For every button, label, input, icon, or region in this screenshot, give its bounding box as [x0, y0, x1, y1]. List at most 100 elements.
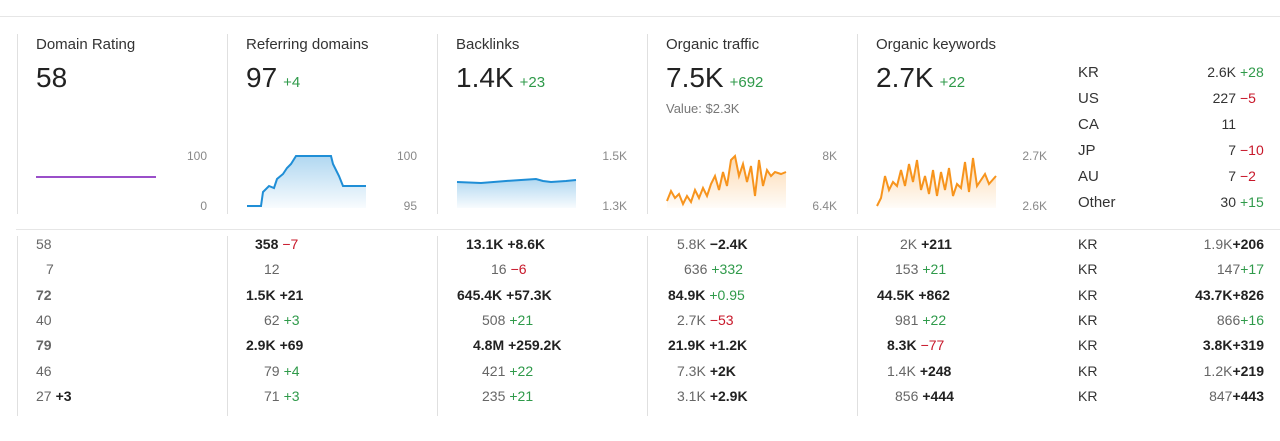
country-code: JP	[1078, 142, 1096, 159]
card-delta: +692	[729, 74, 764, 91]
table-cell: 43.7K+826	[1195, 287, 1264, 303]
ot-line	[666, 153, 787, 207]
country-code: Other	[1078, 194, 1116, 211]
table-cell: 71 +3	[264, 388, 300, 404]
bl-line	[456, 177, 577, 185]
traffic-value: Value: $2.3K	[666, 101, 740, 116]
table-cell: KR	[1078, 312, 1098, 328]
table-cell: 79 +4	[264, 363, 300, 379]
table-cell: 856 +444	[895, 388, 954, 404]
table-cell: 153 +21	[895, 261, 947, 277]
table-cell: 21.9K +1.2K	[668, 337, 748, 353]
table-cell: 636 +332	[684, 261, 743, 277]
divider	[17, 34, 18, 214]
table-cell: 16 −6	[491, 261, 527, 277]
organic-keywords-card[interactable]: Organic keywords 2.7K +22 2.7K 2.6K	[857, 16, 1067, 229]
table-cell: 3.1K +2.9K	[677, 388, 748, 404]
country-value: 30	[1220, 194, 1236, 210]
axis-top: 2.7K	[1022, 149, 1047, 163]
country-value: 7	[1228, 168, 1236, 184]
table-cell: 2.9K +69	[246, 337, 304, 353]
table-cell: 27 +3	[36, 388, 72, 404]
country-code: US	[1078, 90, 1099, 107]
divider	[437, 236, 438, 416]
table-cell: 8.3K −77	[887, 337, 945, 353]
table-cell: 358 −7	[255, 236, 299, 252]
table-cell: 7	[46, 261, 54, 277]
table-cell: 508 +21	[482, 312, 534, 328]
table-cell: 72	[36, 287, 52, 303]
table-cell: 235 +21	[482, 388, 534, 404]
table-cell: KR	[1078, 287, 1098, 303]
table-cell: KR	[1078, 388, 1098, 404]
table-cell: 3.8K+319	[1202, 337, 1264, 353]
table-cell: 62 +3	[264, 312, 300, 328]
table-cell: 421 +22	[482, 363, 534, 379]
organic-traffic-card[interactable]: Organic traffic 7.5K +692 Value: $2.3K 8K…	[647, 16, 857, 229]
card-delta: +4	[283, 74, 301, 91]
axis-bottom: 95	[404, 199, 418, 213]
table-cell: 1.5K +21	[246, 287, 304, 303]
organic-keywords-chart: 2.7K 2.6K	[876, 149, 1047, 213]
card-title: Referring domains	[246, 36, 369, 53]
table-cell: KR	[1078, 236, 1098, 252]
table-cell: 1.9K+206	[1203, 236, 1264, 252]
section-divider	[16, 229, 1280, 230]
divider	[227, 34, 228, 214]
card-value: 7.5K +692	[666, 62, 764, 93]
country-value: 7	[1228, 142, 1236, 158]
table-cell: 866+16	[1216, 312, 1264, 328]
card-delta: +22	[939, 74, 966, 91]
country-value: 227	[1212, 90, 1236, 106]
table-cell: 2K +211	[900, 236, 952, 252]
country-code: AU	[1078, 168, 1099, 185]
card-title: Domain Rating	[36, 36, 136, 53]
domain-rating-card[interactable]: Domain Rating 58 100 0	[17, 16, 227, 229]
ref-area	[247, 156, 366, 208]
table-cell: 645.4K +57.3K	[457, 287, 552, 303]
table-cell: 58	[36, 236, 52, 252]
bl-area	[457, 179, 576, 208]
card-title: Organic traffic	[666, 36, 760, 53]
axis-top: 100	[397, 149, 417, 163]
axis-bottom: 0	[200, 199, 207, 213]
backlinks-chart: 1.5K 1.3K	[456, 149, 627, 213]
country-delta: −10	[1240, 142, 1264, 158]
country-code: KR	[1078, 64, 1099, 81]
card-title: Backlinks	[456, 36, 520, 53]
country-value: 2.6K	[1207, 64, 1236, 80]
country-delta: +15	[1240, 194, 1264, 210]
country-delta: +28	[1240, 64, 1264, 80]
referring-domains-chart: 100 95	[247, 149, 418, 213]
top-divider	[0, 16, 1280, 17]
table-cell: KR	[1078, 337, 1098, 353]
backlinks-card[interactable]: Backlinks 1.4K +23 1.5K 1.3K	[437, 16, 647, 229]
axis-bottom: 2.6K	[1022, 199, 1047, 213]
table-cell: 5.8K −2.4K	[677, 236, 748, 252]
axis-bottom: 6.4K	[812, 199, 837, 213]
table-cell: 981 +22	[895, 312, 947, 328]
divider	[437, 34, 438, 214]
table-cell: 44.5K +862	[877, 287, 950, 303]
card-value: 58	[36, 62, 68, 93]
table-cell: 84.9K +0.95	[668, 287, 745, 303]
domain-rating-chart: 100 0	[36, 149, 207, 213]
card-value: 2.7K +22	[876, 62, 966, 93]
divider	[227, 236, 228, 416]
axis-top: 1.5K	[602, 149, 627, 163]
card-value: 97 +4	[246, 62, 301, 93]
axis-bottom: 1.3K	[602, 199, 627, 213]
table-cell: 79	[36, 337, 52, 353]
organic-traffic-chart: 8K 6.4K	[666, 149, 837, 213]
table-cell: KR	[1078, 261, 1098, 277]
table-cell: 7.3K +2K	[677, 363, 736, 379]
country-delta: −5	[1240, 90, 1256, 106]
country-value: 11	[1221, 116, 1236, 132]
table-cell: 147+17	[1216, 261, 1264, 277]
country-code: CA	[1078, 116, 1099, 133]
table-cell: KR	[1078, 363, 1098, 379]
card-value: 1.4K +23	[456, 62, 546, 93]
table-cell: 13.1K +8.6K	[466, 236, 546, 252]
table-cell: 40	[36, 312, 52, 328]
referring-domains-card[interactable]: Referring domains 97 +4 100 95	[227, 16, 437, 229]
